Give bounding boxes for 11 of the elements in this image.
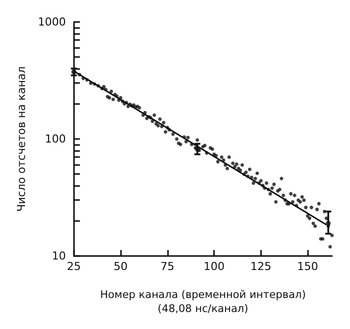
x-tick-label: 150 <box>297 260 318 273</box>
x-tick-label: 75 <box>160 260 174 273</box>
y-tick-label: 100 <box>44 132 66 146</box>
x-axis-title: Номер канала (временной интервал) (48,08 нс/канал) <box>100 289 306 315</box>
x-tick-label: 100 <box>204 260 225 273</box>
y-axis-title: Число отсчетов на канал <box>15 66 28 212</box>
x-tick-label: 125 <box>250 260 272 273</box>
x-tick-label: 50 <box>114 260 128 273</box>
x-tick-label: 25 <box>66 260 81 273</box>
y-tick-label: 1000 <box>38 16 66 28</box>
y-tick-label: 10 <box>52 250 66 262</box>
